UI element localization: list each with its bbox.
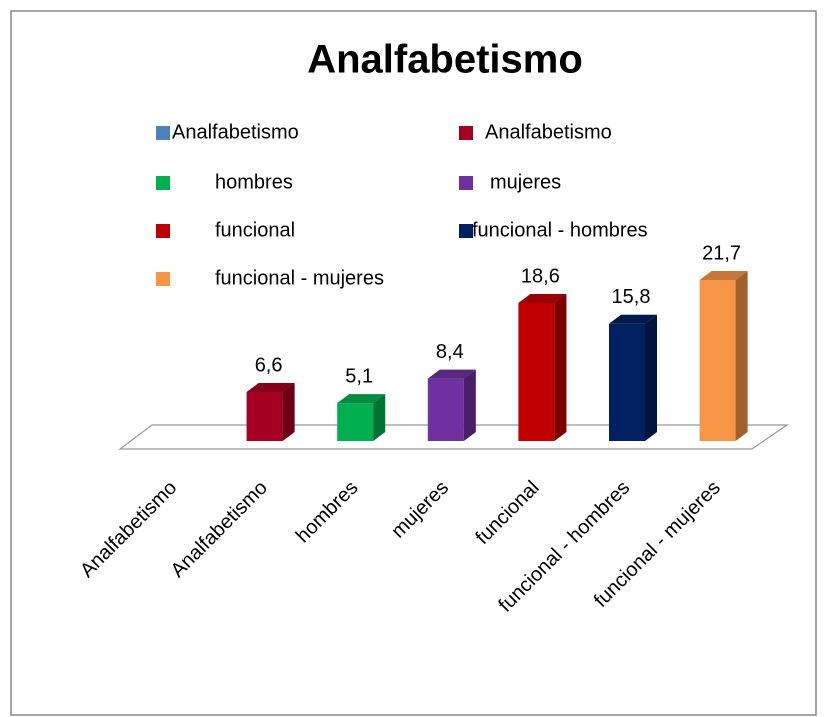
bar-face <box>645 314 657 441</box>
value-label: 15,8 <box>612 286 651 308</box>
bar <box>609 314 657 441</box>
bar-face <box>246 392 283 441</box>
bar-face <box>337 403 374 441</box>
legend-marker <box>156 176 170 190</box>
bar-shade <box>735 271 748 441</box>
bar-face <box>554 294 567 441</box>
bar <box>337 394 386 441</box>
bar-shade <box>246 383 295 393</box>
bar-shade <box>282 383 295 441</box>
bar-shade <box>463 369 476 441</box>
bar-shade <box>645 314 657 441</box>
chart-border <box>10 10 817 716</box>
bar-face <box>427 378 464 441</box>
bar-shade <box>427 369 476 379</box>
legend-marker <box>156 272 170 286</box>
bar-shade <box>609 314 657 324</box>
bar-face <box>246 383 295 393</box>
bar-shade <box>337 394 386 404</box>
bar-face <box>735 271 748 441</box>
legend-label: funcional - hombres <box>472 219 648 241</box>
value-label: 5,1 <box>345 365 373 387</box>
bar-shade <box>554 294 567 441</box>
legend-label: funcional <box>215 219 295 241</box>
legend-label: Analfabetismo <box>485 121 612 143</box>
bar-face <box>337 394 386 404</box>
value-label: 8,4 <box>436 341 464 363</box>
bar <box>246 383 295 441</box>
bar <box>427 369 476 441</box>
legend-marker <box>459 176 473 190</box>
legend-label: hombres <box>215 171 293 193</box>
bar-face <box>518 294 567 303</box>
value-label: 6,6 <box>255 354 283 376</box>
legend-marker <box>156 126 170 140</box>
chart-title: Analfabetismo <box>307 38 583 82</box>
legend-marker <box>156 224 170 238</box>
legend-marker <box>459 126 473 140</box>
bar-shade <box>373 394 386 441</box>
bar-face <box>373 394 386 441</box>
bar-face <box>609 323 645 441</box>
bar-face <box>463 369 476 441</box>
bar-face <box>699 271 748 280</box>
legend-label: Analfabetismo <box>172 121 299 143</box>
legend-label: mujeres <box>490 171 561 193</box>
bar-face <box>699 280 736 441</box>
legend-label: funcional - mujeres <box>215 267 384 289</box>
bar-face <box>609 314 657 324</box>
value-label: 21,7 <box>702 242 741 264</box>
bar <box>699 271 748 441</box>
bar-shade <box>518 294 567 303</box>
legend-marker <box>459 224 473 238</box>
bar <box>518 294 567 441</box>
bar-face <box>282 383 295 441</box>
bar-shade <box>699 271 748 280</box>
bar-face <box>427 369 476 379</box>
bar-face <box>518 303 555 441</box>
value-label: 18,6 <box>521 265 560 287</box>
